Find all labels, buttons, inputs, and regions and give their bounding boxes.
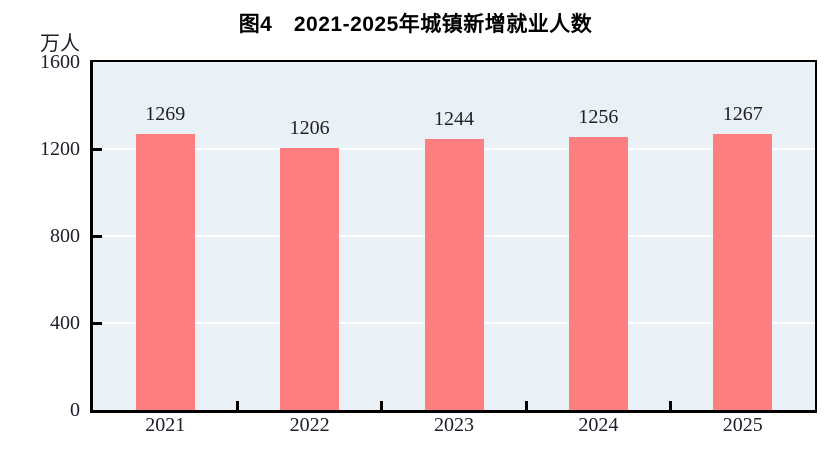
bar-2021[interactable] [135,134,195,410]
y-axis-tick-1200 [93,147,102,151]
y-tick-label-1200: 1200 [40,138,80,160]
bar-value-label-2024: 1256 [578,105,619,128]
y-tick-label-800: 800 [50,225,80,247]
x-axis-tick-1 [235,401,239,410]
chart-title: 图4 2021-2025年城镇新增就业人数 [238,13,593,36]
y-tick-label-0: 0 [70,399,80,421]
x-axis-tick-4 [669,401,673,410]
bar-2025[interactable] [713,134,773,410]
x-tick-label-2023: 2023 [434,414,474,436]
y-tick-label-400: 400 [50,312,80,334]
x-axis-tick-labels: 2021 2022 2023 2024 2025 [93,414,815,442]
plot-area: 1269 1206 1244 1256 1267 [90,60,817,413]
bar-value-label-2022: 1206 [289,116,330,139]
x-tick-label-2025: 2025 [722,414,763,436]
x-tick-label-2021: 2021 [145,414,186,436]
bar-value-label-2023: 1244 [434,108,474,131]
bar-2022[interactable] [280,147,340,410]
bar-value-label-2021: 1269 [145,103,186,125]
x-tick-label-2022: 2022 [289,414,330,436]
y-axis-unit-label: 万人 [40,33,80,55]
y-axis-tick-400 [93,321,102,325]
y-tick-label-1600: 1600 [40,51,80,73]
x-axis-tick-2 [380,401,384,410]
y-axis-tick-800 [93,234,102,238]
x-axis-tick-3 [524,401,528,410]
bar-2024[interactable] [568,136,628,410]
bar-2023[interactable] [424,139,484,410]
x-tick-label-2024: 2024 [578,414,619,436]
bar-value-label-2025: 1267 [722,103,763,126]
